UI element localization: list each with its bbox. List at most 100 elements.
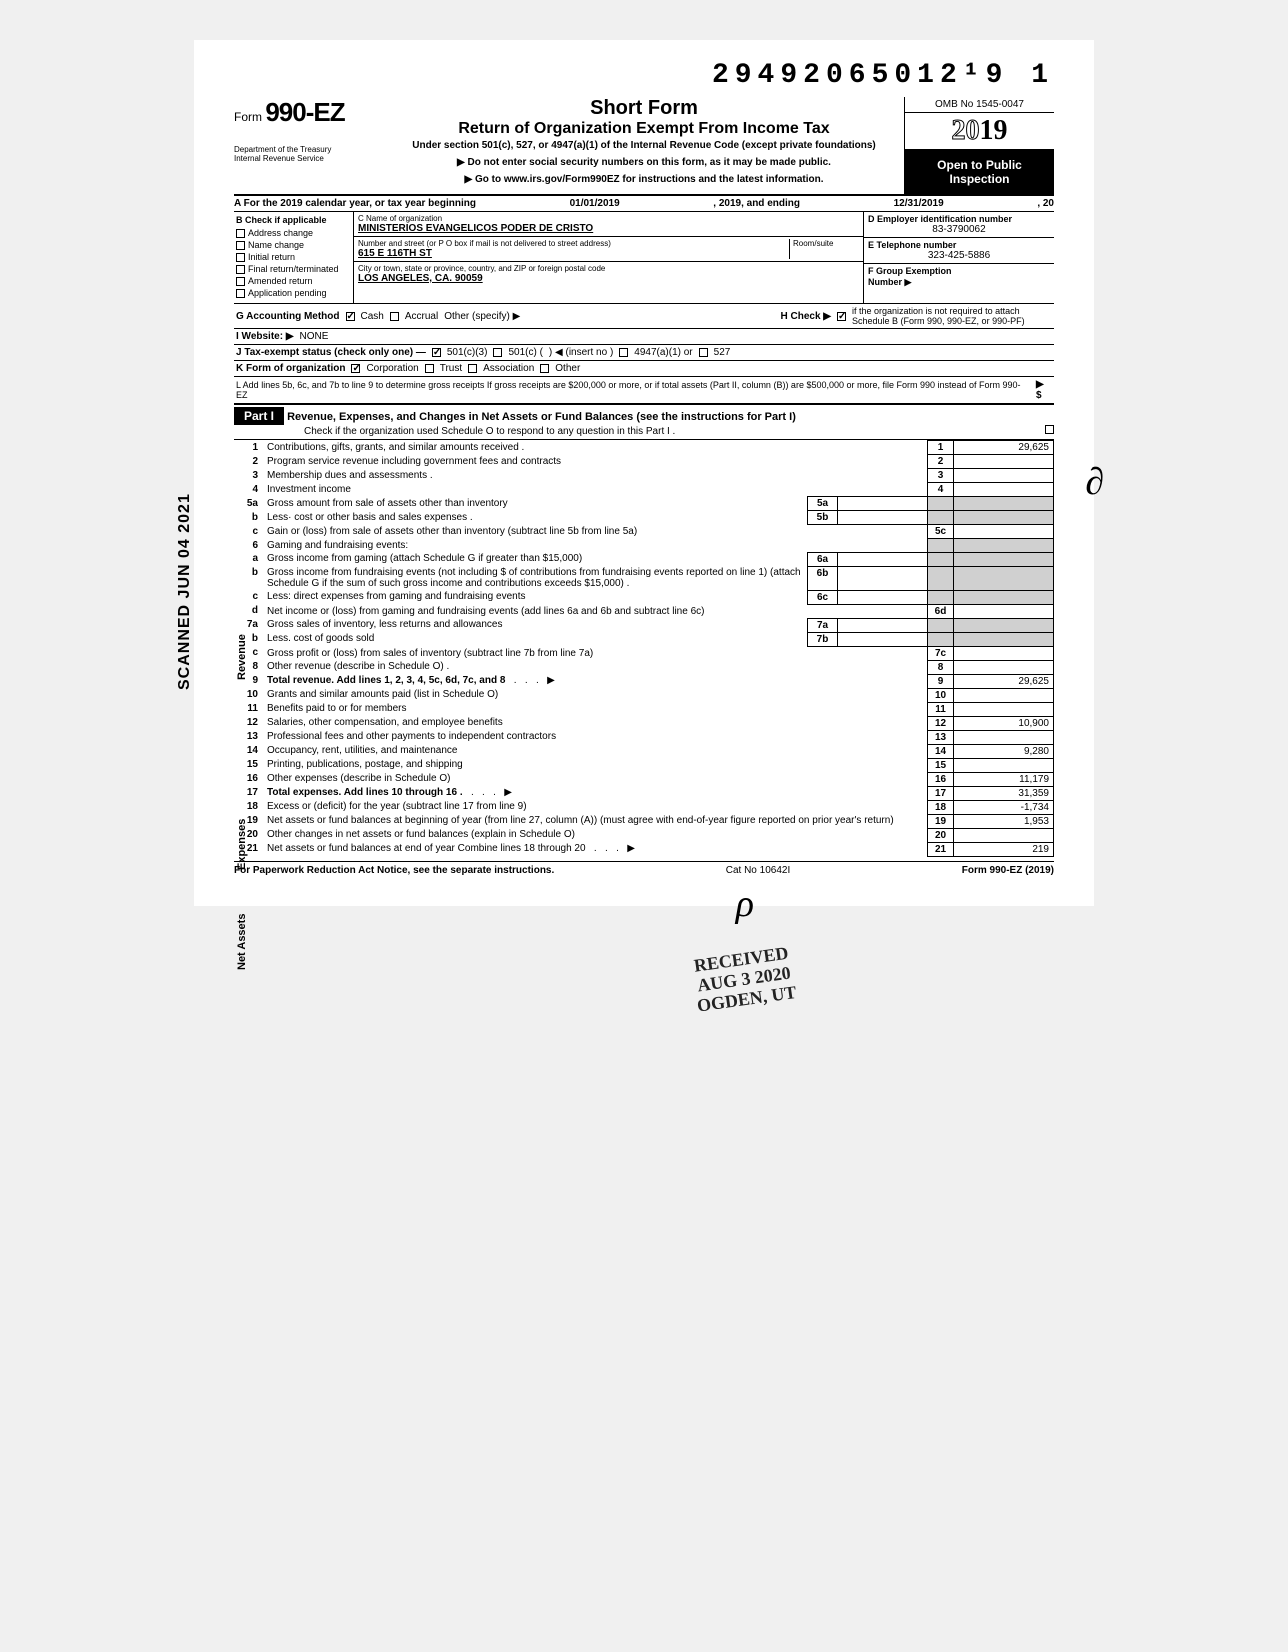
checkbox[interactable] xyxy=(236,253,245,262)
line-num: a xyxy=(234,552,264,566)
line-num: c xyxy=(234,525,264,539)
line-key: 15 xyxy=(928,758,954,772)
line-key-gray xyxy=(928,511,954,525)
checkbox-row: Final return/terminated xyxy=(236,264,351,274)
cash-checkbox[interactable] xyxy=(346,312,355,321)
part1-checkbox[interactable] xyxy=(1045,425,1054,434)
line-subkey: 5b xyxy=(808,511,838,525)
line-key: 1 xyxy=(928,441,954,455)
tax-year: 2019 xyxy=(905,113,1054,150)
received-stamp: RECEIVED AUG 3 2020 OGDEN, UT xyxy=(690,943,797,1016)
line-val-gray xyxy=(954,590,1054,604)
line-num: d xyxy=(234,604,264,618)
j-527-checkbox[interactable] xyxy=(699,348,708,357)
arrow-1: ▶ Do not enter social security numbers o… xyxy=(390,157,898,168)
line-row: 2Program service revenue including gover… xyxy=(234,455,1054,469)
k-label: K Form of organization xyxy=(236,363,345,374)
year-bold: 19 xyxy=(980,115,1008,146)
checkbox-label: Name change xyxy=(248,240,304,250)
checkbox[interactable] xyxy=(236,265,245,274)
line-key-gray xyxy=(928,539,954,553)
row-a-label: A For the 2019 calendar year, or tax yea… xyxy=(234,198,476,209)
part1-label: Part I xyxy=(234,407,284,425)
line-subkey: 5a xyxy=(808,497,838,511)
line-row: 20Other changes in net assets or fund ba… xyxy=(234,828,1054,842)
initial-mark-2: ρ xyxy=(736,882,754,926)
line-key-gray xyxy=(928,566,954,590)
line-key-gray xyxy=(928,618,954,632)
checkbox[interactable] xyxy=(236,241,245,250)
line-val xyxy=(954,660,1054,674)
f-block: F Group Exemption Number ▶ xyxy=(864,264,1054,290)
checkbox[interactable] xyxy=(236,277,245,286)
line-row: 7aGross sales of inventory, less returns… xyxy=(234,618,1054,632)
city-val: LOS ANGELES, CA. 90059 xyxy=(358,273,859,284)
line-desc: Excess or (deficit) for the year (subtra… xyxy=(264,800,928,814)
line-val: 11,179 xyxy=(954,772,1054,786)
h-checkbox[interactable] xyxy=(837,312,846,321)
line-desc: Other revenue (describe in Schedule O) . xyxy=(264,660,928,674)
line-row: dNet income or (loss) from gaming and fu… xyxy=(234,604,1054,618)
line-desc: Benefits paid to or for members xyxy=(264,702,928,716)
line-num: b xyxy=(234,511,264,525)
line-key: 13 xyxy=(928,730,954,744)
line-val-gray xyxy=(954,552,1054,566)
arrow-2: ▶ Go to www.irs.gov/Form990EZ for instru… xyxy=(390,174,898,185)
cash-label: Cash xyxy=(361,311,384,322)
part1-check: Check if the organization used Schedule … xyxy=(234,426,675,437)
lines-table: 1Contributions, gifts, grants, and simil… xyxy=(234,440,1054,857)
line-key: 21 xyxy=(928,842,954,856)
org-name: MINISTERIOS EVANGELICOS PODER DE CRISTO xyxy=(358,223,859,234)
k-trust-checkbox[interactable] xyxy=(425,364,434,373)
omb-number: OMB No 1545-0047 xyxy=(905,97,1054,113)
lines-wrapper: Revenue Expenses Net Assets 1Contributio… xyxy=(234,440,1054,857)
l-sym: ▶ $ xyxy=(1036,379,1052,401)
line-desc: Net income or (loss) from gaming and fun… xyxy=(264,604,928,618)
title-main: Return of Organization Exempt From Incom… xyxy=(390,120,898,138)
footer-right: Form 990-EZ (2019) xyxy=(962,865,1054,876)
addr-hdr: Number and street (or P O box if mail is… xyxy=(358,239,789,248)
line-key: 19 xyxy=(928,814,954,828)
line-val xyxy=(954,758,1054,772)
j-501c3-checkbox[interactable] xyxy=(432,348,441,357)
e-hdr: E Telephone number xyxy=(868,240,1050,250)
scanned-stamp: SCANNED JUN 04 2021 xyxy=(176,493,194,690)
line-desc: Other expenses (describe in Schedule O) xyxy=(264,772,928,786)
k-corp-checkbox[interactable] xyxy=(351,364,360,373)
line-val: 9,280 xyxy=(954,744,1054,758)
k-other-checkbox[interactable] xyxy=(540,364,549,373)
checkbox[interactable] xyxy=(236,229,245,238)
k4: Other xyxy=(555,363,580,374)
line-desc: Other changes in net assets or fund bala… xyxy=(264,828,928,842)
dept-label: Department of the Treasury Internal Reve… xyxy=(234,146,384,164)
line-desc: Investment income xyxy=(264,483,928,497)
accrual-checkbox[interactable] xyxy=(390,312,399,321)
form-prefix: Form xyxy=(234,110,262,124)
line-num: 5a xyxy=(234,497,264,511)
line-desc: Gross amount from sale of assets other t… xyxy=(264,497,808,511)
line-num: 18 xyxy=(234,800,264,814)
line-row: cLess: direct expenses from gaming and f… xyxy=(234,590,1054,604)
line-subval xyxy=(838,632,928,646)
line-key: 9 xyxy=(928,674,954,688)
checkbox[interactable] xyxy=(236,289,245,298)
l-text: L Add lines 5b, 6c, and 7b to line 9 to … xyxy=(236,380,1030,400)
line-desc: Membership dues and assessments . xyxy=(264,469,928,483)
line-key: 5c xyxy=(928,525,954,539)
line-desc: Net assets or fund balances at end of ye… xyxy=(264,842,928,856)
line-val: 29,625 xyxy=(954,441,1054,455)
row-a: A For the 2019 calendar year, or tax yea… xyxy=(234,196,1054,212)
k-assoc-checkbox[interactable] xyxy=(468,364,477,373)
j1: 501(c)(3) xyxy=(447,347,488,358)
addr-block: Number and street (or P O box if mail is… xyxy=(354,237,863,262)
line-desc: Less: direct expenses from gaming and fu… xyxy=(264,590,808,604)
c-block: C Name of organization MINISTERIOS EVANG… xyxy=(354,212,863,237)
line-key: 14 xyxy=(928,744,954,758)
line-desc: Gross profit or (loss) from sales of inv… xyxy=(264,646,928,660)
j-501c-checkbox[interactable] xyxy=(493,348,502,357)
j-4947-checkbox[interactable] xyxy=(619,348,628,357)
footer-mid: Cat No 10642I xyxy=(726,865,791,876)
title-sub: Under section 501(c), 527, or 4947(a)(1)… xyxy=(390,140,898,151)
line-desc: Contributions, gifts, grants, and simila… xyxy=(264,441,928,455)
line-row: 11Benefits paid to or for members11 xyxy=(234,702,1054,716)
